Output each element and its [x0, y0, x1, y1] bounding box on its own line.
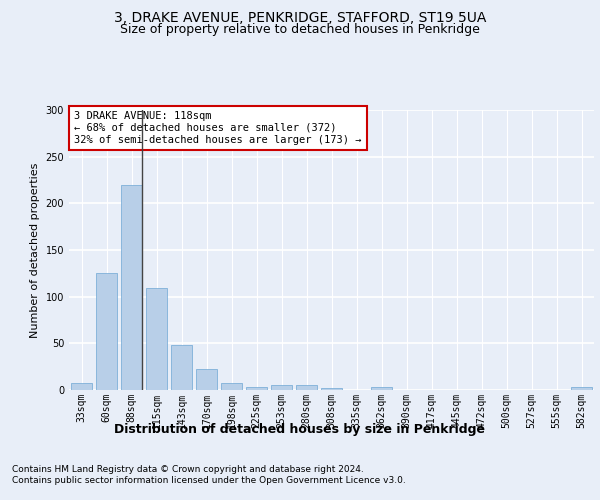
Bar: [571, 387, 592, 390]
Text: Distribution of detached houses by size in Penkridge: Distribution of detached houses by size …: [115, 422, 485, 436]
Bar: [121, 184, 142, 390]
Text: 3 DRAKE AVENUE: 118sqm
← 68% of detached houses are smaller (372)
32% of semi-de: 3 DRAKE AVENUE: 118sqm ← 68% of detached…: [74, 112, 362, 144]
Bar: [321, 388, 342, 390]
Bar: [246, 387, 267, 390]
Bar: [171, 345, 192, 390]
Text: Contains public sector information licensed under the Open Government Licence v3: Contains public sector information licen…: [12, 476, 406, 485]
Text: Size of property relative to detached houses in Penkridge: Size of property relative to detached ho…: [120, 22, 480, 36]
Text: Contains HM Land Registry data © Crown copyright and database right 2024.: Contains HM Land Registry data © Crown c…: [12, 465, 364, 474]
Text: 3, DRAKE AVENUE, PENKRIDGE, STAFFORD, ST19 5UA: 3, DRAKE AVENUE, PENKRIDGE, STAFFORD, ST…: [114, 11, 486, 25]
Bar: [271, 386, 292, 390]
Bar: [146, 288, 167, 390]
Bar: [296, 386, 317, 390]
Bar: [196, 370, 217, 390]
Bar: [71, 382, 92, 390]
Bar: [96, 274, 117, 390]
Bar: [371, 387, 392, 390]
Y-axis label: Number of detached properties: Number of detached properties: [30, 162, 40, 338]
Bar: [221, 382, 242, 390]
